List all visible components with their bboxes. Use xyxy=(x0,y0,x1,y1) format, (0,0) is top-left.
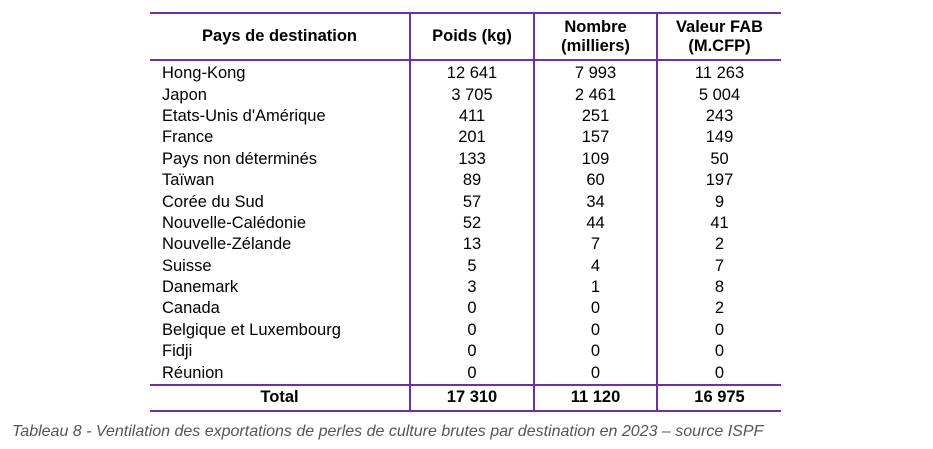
cell-weight: 411 xyxy=(409,105,534,128)
cell-weight: 13 xyxy=(409,234,534,256)
cell-count: 34 xyxy=(533,191,657,213)
cell-value: 5 004 xyxy=(656,84,781,106)
cell-count: 109 xyxy=(533,148,657,170)
cell-value: 11 263 xyxy=(656,60,781,85)
cell-weight: 3 705 xyxy=(409,84,534,106)
table-row: Etats-Unis d'Amérique 411 251 243 xyxy=(150,105,781,128)
header-weight: Poids (kg) xyxy=(409,13,534,60)
table-row: Danemark 3 1 8 xyxy=(150,276,781,299)
table-row: Japon 3 705 2 461 5 004 xyxy=(150,84,781,106)
cell-value: 41 xyxy=(656,212,781,235)
cell-country: Taïwan xyxy=(162,171,215,190)
cell-count: 0 xyxy=(533,298,657,320)
table-row: Pays non déterminés 133 109 50 xyxy=(150,148,781,170)
cell-country: Canada xyxy=(162,299,220,318)
cell-count: 1 xyxy=(533,276,657,299)
table-row: Belgique et Luxembourg 0 0 0 xyxy=(150,319,781,342)
total-row: Total 17 310 11 120 16 975 xyxy=(150,384,781,411)
cell-weight: 3 xyxy=(409,276,534,299)
cell-country: Suisse xyxy=(162,256,212,275)
cell-value: 0 xyxy=(656,341,781,363)
cell-value: 7 xyxy=(656,255,781,277)
cell-value: 243 xyxy=(656,105,781,128)
cell-weight: 57 xyxy=(409,191,534,213)
cell-country: Nouvelle-Calédonie xyxy=(162,213,307,232)
table-caption: Tableau 8 - Ventilation des exportations… xyxy=(12,423,764,440)
header-value: Valeur FAB (M.CFP) xyxy=(656,13,781,60)
cell-country: Nouvelle-Zélande xyxy=(162,235,292,254)
table-row: Hong-Kong 12 641 7 993 11 263 xyxy=(150,60,781,85)
cell-count: 44 xyxy=(533,212,657,235)
cell-country: Fidji xyxy=(162,342,193,361)
cell-country: Belgique et Luxembourg xyxy=(162,320,341,339)
cell-weight: 0 xyxy=(409,319,534,342)
table-row: Nouvelle-Zélande 13 7 2 xyxy=(150,234,781,256)
cell-weight: 0 xyxy=(409,341,534,363)
cell-count: 7 993 xyxy=(533,60,657,85)
table-row: France 201 157 149 xyxy=(150,127,781,149)
cell-country: Réunion xyxy=(162,363,224,382)
cell-weight: 5 xyxy=(409,255,534,277)
cell-country: Pays non déterminés xyxy=(162,149,318,168)
cell-count: 7 xyxy=(533,234,657,256)
cell-count: 4 xyxy=(533,255,657,277)
cell-country: Danemark xyxy=(162,278,239,297)
export-table: Pays de destination Poids (kg) Nombre (mi… xyxy=(150,12,781,412)
cell-value: 0 xyxy=(656,362,781,385)
table-row: Taïwan 89 60 197 xyxy=(150,169,781,192)
total-weight: 17 310 xyxy=(409,384,534,411)
table-row: Fidji 0 0 0 xyxy=(150,341,781,363)
cell-country: France xyxy=(162,128,214,147)
cell-weight: 52 xyxy=(409,212,534,235)
cell-weight: 133 xyxy=(409,148,534,170)
table-row: Nouvelle-Calédonie 52 44 41 xyxy=(150,212,781,235)
table-row: Corée du Sud 57 34 9 xyxy=(150,191,781,213)
cell-count: 251 xyxy=(533,105,657,128)
table-row: Suisse 5 4 7 xyxy=(150,255,781,277)
cell-count: 0 xyxy=(533,362,657,385)
cell-count: 0 xyxy=(533,341,657,363)
cell-value: 8 xyxy=(656,276,781,299)
header-count: Nombre (milliers) xyxy=(533,13,657,60)
cell-value: 149 xyxy=(656,127,781,149)
cell-value: 197 xyxy=(656,169,781,192)
header-count-line: Nombre (milliers) xyxy=(561,17,630,55)
table-row: Canada 0 0 2 xyxy=(150,298,781,320)
cell-value: 2 xyxy=(656,298,781,320)
cell-value: 9 xyxy=(656,191,781,213)
cell-count: 60 xyxy=(533,169,657,192)
cell-count: 2 461 xyxy=(533,84,657,106)
cell-value: 0 xyxy=(656,319,781,342)
cell-weight: 0 xyxy=(409,298,534,320)
total-label: Total xyxy=(260,388,299,407)
table-body: Hong-Kong 12 641 7 993 11 263 Japon 3 705 2 46… xyxy=(150,60,781,385)
cell-count: 157 xyxy=(533,127,657,149)
header-value-line: Valeur FAB (M.CFP) xyxy=(675,17,764,55)
cell-weight: 201 xyxy=(409,127,534,149)
export-table-container: Pays de destination Poids (kg) Nombre (mi… xyxy=(150,12,781,412)
cell-weight: 12 641 xyxy=(409,60,534,85)
table-header-row: Pays de destination Poids (kg) Nombre (mi… xyxy=(150,13,781,60)
cell-weight: 89 xyxy=(409,169,534,192)
cell-value: 2 xyxy=(656,234,781,256)
cell-country: Etats-Unis d'Amérique xyxy=(162,106,326,125)
cell-weight: 0 xyxy=(409,362,534,385)
cell-count: 0 xyxy=(533,319,657,342)
cell-country: Corée du Sud xyxy=(162,192,264,211)
cell-country: Japon xyxy=(162,85,207,104)
table-row: Réunion 0 0 0 xyxy=(150,362,781,385)
header-destination: Pays de destination xyxy=(202,27,357,45)
total-count: 11 120 xyxy=(533,384,657,411)
total-value: 16 975 xyxy=(656,384,781,411)
cell-value: 50 xyxy=(656,148,781,170)
cell-country: Hong-Kong xyxy=(162,64,246,83)
